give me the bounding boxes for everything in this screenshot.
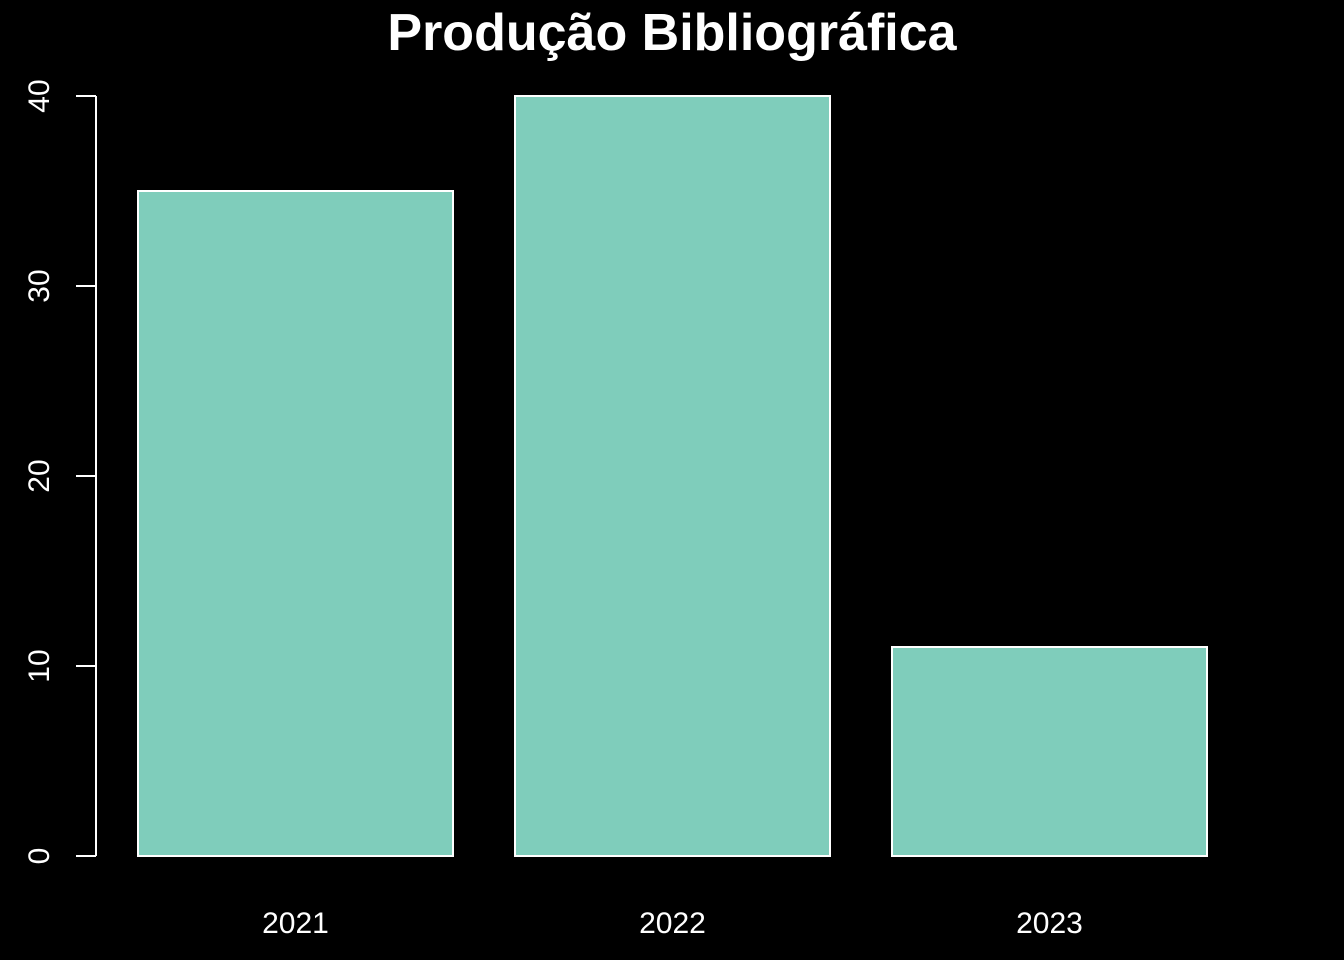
bar-2021 (138, 191, 453, 856)
y-tick-label: 30 (23, 269, 56, 302)
y-tick-label: 10 (23, 649, 56, 682)
chart-title: Produção Bibliográfica (387, 4, 957, 62)
y-tick-label: 40 (23, 79, 56, 112)
bar-2023 (892, 647, 1207, 856)
y-tick-label: 20 (23, 459, 56, 492)
x-tick-label: 2023 (1016, 907, 1083, 940)
bar-2022 (515, 96, 830, 856)
y-tick-label: 0 (23, 848, 56, 865)
x-tick-label: 2022 (639, 907, 706, 940)
x-tick-label: 2021 (262, 907, 329, 940)
